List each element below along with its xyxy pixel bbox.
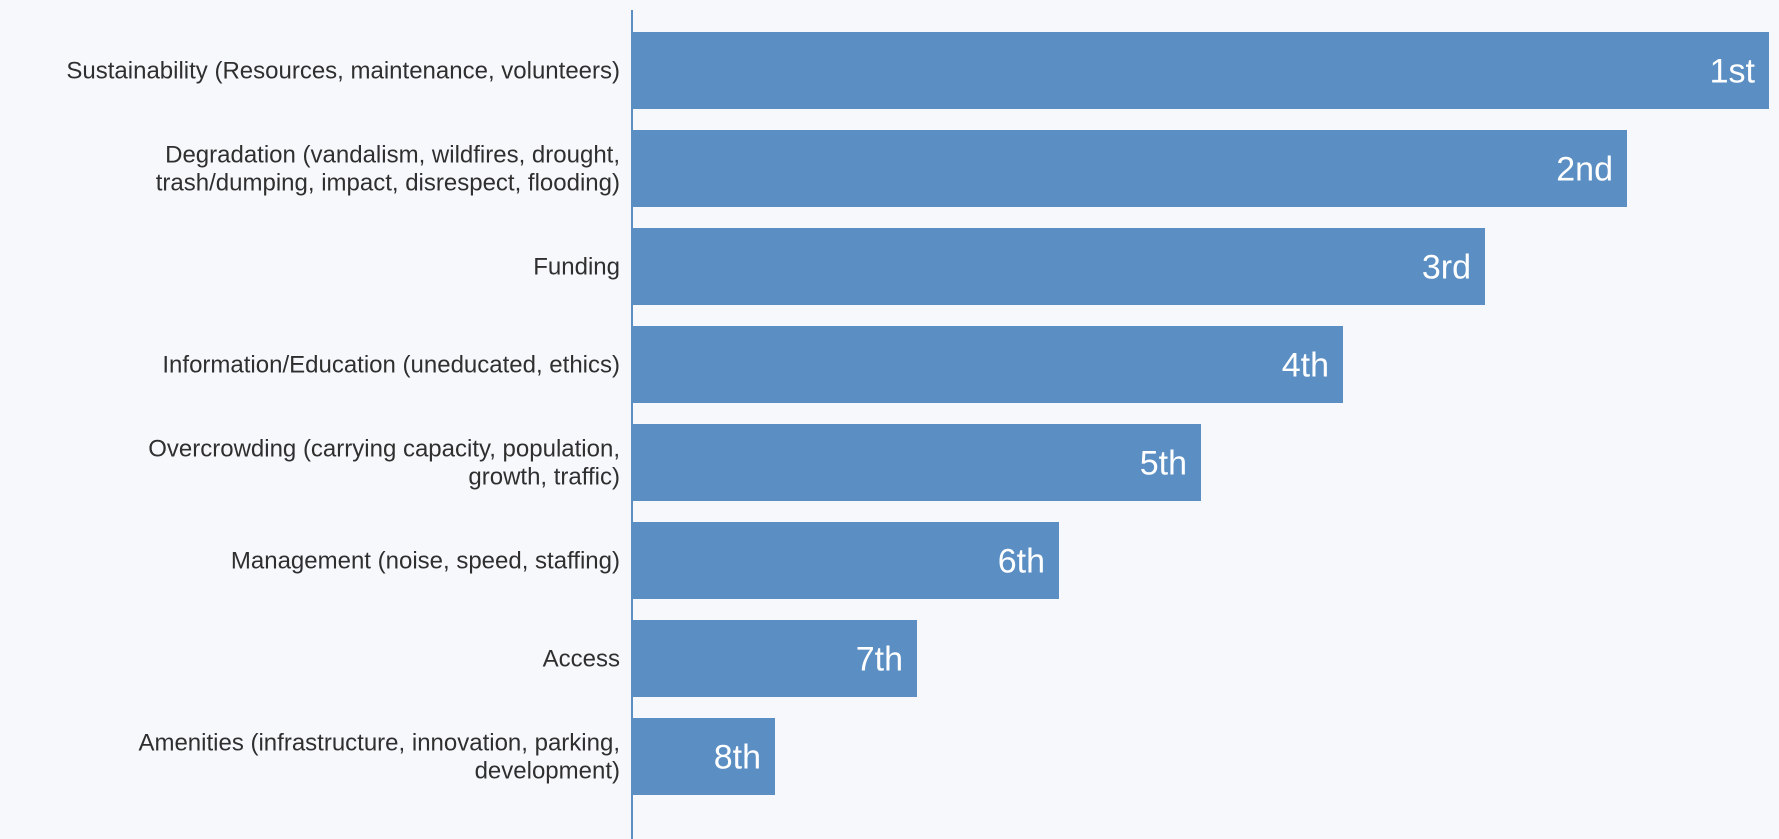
bar-3 (633, 228, 1485, 305)
bar-data-label-5: 5th (1140, 445, 1187, 483)
bar-1 (633, 32, 1769, 109)
bar-data-label-4: 4th (1282, 347, 1329, 385)
category-label-5-line-1: Overcrowding (carrying capacity, populat… (148, 436, 620, 463)
category-labels-group: Sustainability (Resources, maintenance, … (66, 58, 620, 785)
category-label-7: Access (543, 646, 620, 673)
bar-4 (633, 326, 1343, 403)
category-label-4: Information/Education (uneducated, ethic… (162, 352, 620, 379)
bars-group: 1st 2nd 3rd 4th 5th 6th 7th 8th (633, 32, 1769, 795)
bar-data-label-3: 3rd (1422, 249, 1471, 287)
bar-6 (633, 522, 1059, 599)
category-label-1: Sustainability (Resources, maintenance, … (66, 58, 620, 85)
category-label-6: Management (noise, speed, staffing) (231, 548, 620, 575)
category-label-5-line-2: growth, traffic) (468, 464, 620, 491)
bar-5 (633, 424, 1201, 501)
bar-data-label-7: 7th (856, 641, 903, 679)
bar-data-label-6: 6th (998, 543, 1045, 581)
category-label-8-line-2: development) (475, 758, 620, 785)
category-label-2-line-1: Degradation (vandalism, wildfires, droug… (165, 142, 620, 169)
bar-data-label-8: 8th (714, 739, 761, 777)
category-label-2-line-2: trash/dumping, impact, disrespect, flood… (156, 170, 620, 197)
bar-data-label-2: 2nd (1556, 151, 1613, 189)
category-label-3: Funding (533, 254, 620, 281)
category-label-8-line-1: Amenities (infrastructure, innovation, p… (138, 730, 620, 757)
bar-8 (633, 718, 775, 795)
bar-data-label-1: 1st (1710, 53, 1756, 91)
bar-2 (633, 130, 1627, 207)
bar-7 (633, 620, 917, 697)
